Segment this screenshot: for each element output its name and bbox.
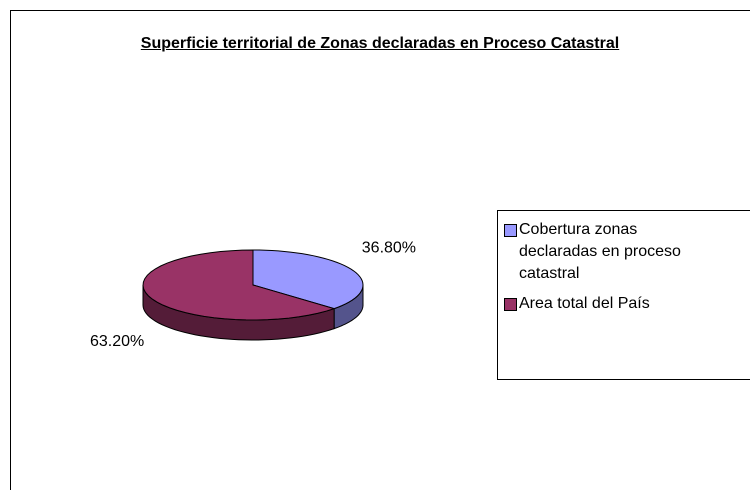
legend-entry: Area total del País [504, 293, 750, 315]
legend-swatch [504, 298, 517, 311]
legend-label: Area total del País [519, 295, 650, 312]
legend-entry: Cobertura zonas declaradas en proceso ca… [504, 219, 750, 285]
legend: Cobertura zonas declaradas en proceso ca… [497, 210, 750, 380]
legend-swatch [504, 224, 517, 237]
data-label: 36.80% [362, 239, 416, 256]
pie-slice [142, 249, 336, 321]
data-label: 63.20% [90, 333, 144, 350]
legend-label: Cobertura zonas declaradas en proceso ca… [519, 221, 681, 282]
chart-frame [10, 10, 750, 490]
pie-slice [252, 249, 364, 310]
chart-title: Superficie territorial de Zonas declarad… [140, 35, 620, 52]
